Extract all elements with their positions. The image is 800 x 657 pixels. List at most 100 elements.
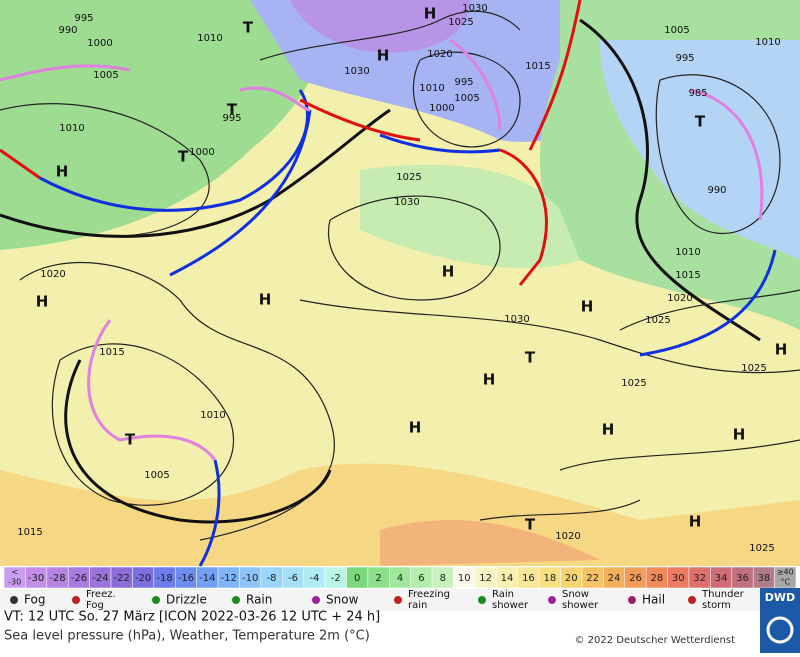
isobar: [619, 289, 800, 331]
scale-label: 12: [479, 573, 492, 584]
occlusion: [689, 88, 764, 221]
pressure-center: H: [581, 298, 594, 316]
legend-label: Fog: [24, 593, 45, 607]
legend-label: Snow: [326, 593, 359, 607]
pressure-center: H: [36, 293, 49, 311]
scale-label: 4: [397, 573, 403, 584]
isobar-label: 1015: [17, 527, 42, 538]
isobar-label: 1010: [200, 410, 225, 421]
scale-label: 18: [543, 573, 556, 584]
legend-bg: [0, 589, 760, 611]
isobar: [299, 299, 800, 374]
logo-swirl: [766, 616, 794, 644]
isobar-label: 990: [707, 185, 726, 196]
occlusion: [239, 86, 311, 112]
scale-label: <: [11, 568, 18, 577]
pressure-center: H: [483, 371, 496, 389]
legend-label: Thunder: [701, 589, 745, 600]
pressure-center: T: [178, 148, 189, 166]
cold-zone-purple: [290, 0, 470, 53]
scale-label: 38: [758, 573, 771, 584]
copyright: © 2022 Deutscher Wetterdienst: [574, 635, 735, 646]
isobar-label: 1010: [755, 37, 780, 48]
isobar-label: 1030: [344, 66, 369, 77]
scale-label: -30: [28, 573, 44, 584]
isobar-label: 985: [688, 88, 707, 99]
pressure-center: H: [689, 513, 702, 531]
south-warm: [0, 463, 800, 566]
cold-front: [198, 459, 221, 567]
scale-label: 24: [608, 573, 621, 584]
scale-label: 0: [354, 573, 360, 584]
scale-label: -18: [156, 573, 172, 584]
scale-label: -28: [49, 573, 65, 584]
scale-label: 16: [522, 573, 535, 584]
warm-front: [299, 98, 421, 142]
legend-symbol: [312, 596, 320, 604]
pressure-center: H: [259, 291, 272, 309]
legend-label: storm: [702, 600, 731, 611]
pressure-center: H: [424, 5, 437, 23]
legend-label: Hail: [642, 593, 665, 607]
isobar-label: 1025: [396, 172, 421, 183]
occlusion: [87, 319, 217, 461]
legend-label: Rain: [246, 593, 272, 607]
legend-symbol: [478, 596, 486, 604]
isobar-label: 1020: [667, 293, 692, 304]
isobar-label: 1000: [429, 103, 454, 114]
africa-hot: [380, 520, 600, 566]
pressure-center: H: [409, 419, 422, 437]
pressure-center: H: [775, 341, 788, 359]
legend-label: Fog: [86, 600, 104, 611]
isobar-label: 1000: [189, 147, 214, 158]
isobar-label: 1030: [462, 3, 487, 14]
isobar-label: 1030: [504, 314, 529, 325]
scale-label: 34: [715, 573, 728, 584]
subtitle: Sea level pressure (hPa), Weather, Tempe…: [4, 629, 370, 644]
legend-label: Freez.: [86, 589, 116, 600]
pressure-center: T: [125, 431, 136, 449]
pressure-center: T: [243, 19, 254, 37]
legend-label: shower: [562, 600, 599, 611]
scale-label: -30: [8, 578, 21, 587]
isobar-label: 1010: [675, 247, 700, 258]
warm-front: [528, 0, 582, 151]
pressure-center: T: [227, 101, 238, 119]
legend-label: rain: [408, 600, 427, 611]
isobar-label: 1025: [621, 378, 646, 389]
scale-label: 28: [650, 573, 663, 584]
scale-label: 20: [565, 573, 578, 584]
isobar: [327, 195, 501, 301]
isobar-label: 1005: [144, 470, 169, 481]
weather-legend: Fog Freez.Fog Drizzle Rain Snow FreezingrainR…: [0, 589, 760, 611]
scale-label: 10: [458, 573, 471, 584]
isobar-label: 1015: [99, 347, 124, 358]
isobar-label: 1005: [454, 93, 479, 104]
isobar-label: 1015: [525, 61, 550, 72]
legend-symbol: [394, 596, 402, 604]
logo-text: DWD: [765, 591, 795, 604]
scale-label: -16: [178, 573, 194, 584]
legend-symbol: [688, 596, 696, 604]
isobar: [51, 343, 235, 506]
legend-symbol: [72, 596, 80, 604]
cold-front: [639, 249, 777, 357]
scale-label: -4: [309, 573, 319, 584]
isobar-label: 995: [74, 13, 93, 24]
scale-label: 30: [672, 573, 685, 584]
legend-symbol: [152, 596, 160, 604]
legend-symbol: [10, 596, 18, 604]
isobar-label: 1005: [664, 25, 689, 36]
occlusion: [0, 64, 131, 82]
scale-label: -6: [288, 573, 298, 584]
legend-label: shower: [492, 600, 529, 611]
isobar-label: 995: [454, 77, 473, 88]
isobar-label: 1020: [555, 531, 580, 542]
isobar-bold: [579, 18, 761, 342]
isobar: [559, 439, 800, 471]
legend-symbol: [548, 596, 556, 604]
scale-label: °C: [781, 578, 791, 587]
isobar: [259, 10, 521, 61]
